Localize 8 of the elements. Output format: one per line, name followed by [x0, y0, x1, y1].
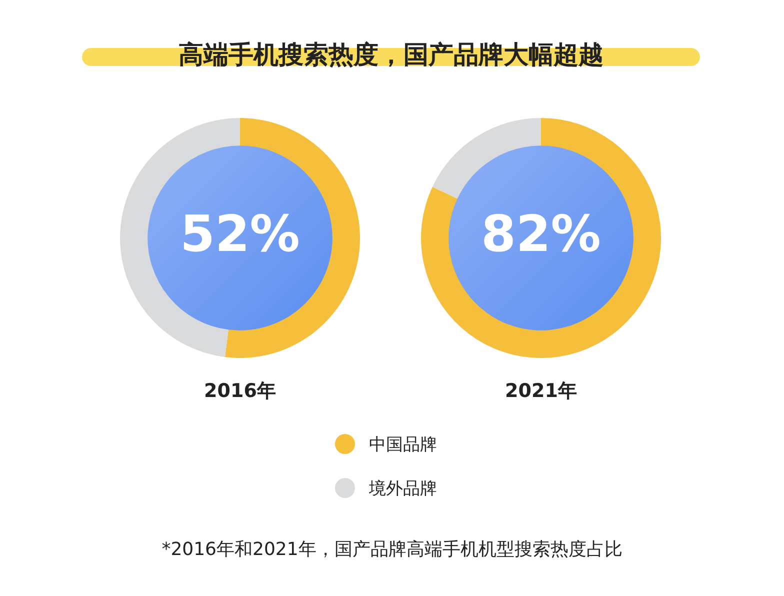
chart-title: 高端手机搜索热度，国产品牌大幅超越 [178, 40, 604, 69]
text: *2016年和2021年，国产品牌高端手机机型搜索热度占比 [160, 538, 624, 561]
text: 2021年 [504, 379, 578, 404]
text: 2016年 [203, 379, 277, 404]
legend-label: 境外品牌 [369, 478, 437, 500]
data-label: 82% [481, 204, 601, 263]
data-label: 52% [180, 204, 300, 263]
legend-label: 中国品牌 [369, 434, 437, 456]
